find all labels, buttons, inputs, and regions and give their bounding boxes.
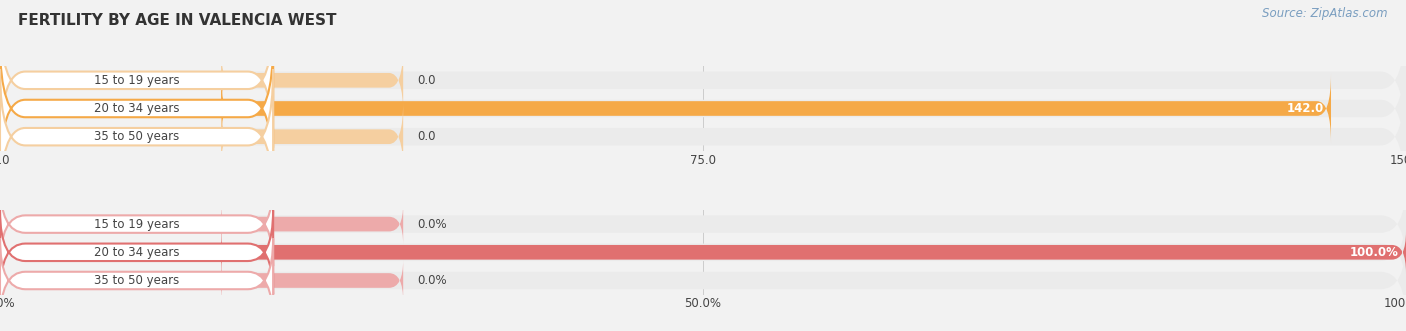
FancyBboxPatch shape: [221, 45, 404, 115]
FancyBboxPatch shape: [0, 13, 273, 148]
Text: 15 to 19 years: 15 to 19 years: [94, 217, 180, 231]
FancyBboxPatch shape: [0, 69, 273, 204]
FancyBboxPatch shape: [0, 182, 1406, 266]
Text: 20 to 34 years: 20 to 34 years: [94, 102, 180, 115]
FancyBboxPatch shape: [0, 182, 273, 266]
FancyBboxPatch shape: [0, 13, 1406, 148]
Text: 0.0: 0.0: [418, 130, 436, 143]
FancyBboxPatch shape: [221, 102, 404, 172]
Text: 0.0%: 0.0%: [418, 274, 447, 287]
Text: 35 to 50 years: 35 to 50 years: [94, 274, 179, 287]
Text: 0.0: 0.0: [418, 74, 436, 87]
FancyBboxPatch shape: [221, 231, 1406, 273]
Text: FERTILITY BY AGE IN VALENCIA WEST: FERTILITY BY AGE IN VALENCIA WEST: [18, 13, 337, 28]
Text: 15 to 19 years: 15 to 19 years: [94, 74, 180, 87]
FancyBboxPatch shape: [0, 69, 1406, 204]
FancyBboxPatch shape: [221, 203, 404, 245]
Text: 100.0%: 100.0%: [1350, 246, 1399, 259]
Text: 142.0: 142.0: [1286, 102, 1324, 115]
FancyBboxPatch shape: [0, 210, 273, 294]
FancyBboxPatch shape: [0, 41, 273, 176]
FancyBboxPatch shape: [0, 41, 1406, 176]
Text: 20 to 34 years: 20 to 34 years: [94, 246, 180, 259]
FancyBboxPatch shape: [0, 238, 1406, 322]
Text: 35 to 50 years: 35 to 50 years: [94, 130, 179, 143]
FancyBboxPatch shape: [221, 260, 404, 301]
FancyBboxPatch shape: [0, 238, 273, 322]
Text: 0.0%: 0.0%: [418, 217, 447, 231]
Text: Source: ZipAtlas.com: Source: ZipAtlas.com: [1263, 7, 1388, 20]
FancyBboxPatch shape: [0, 210, 1406, 294]
FancyBboxPatch shape: [221, 73, 1331, 143]
